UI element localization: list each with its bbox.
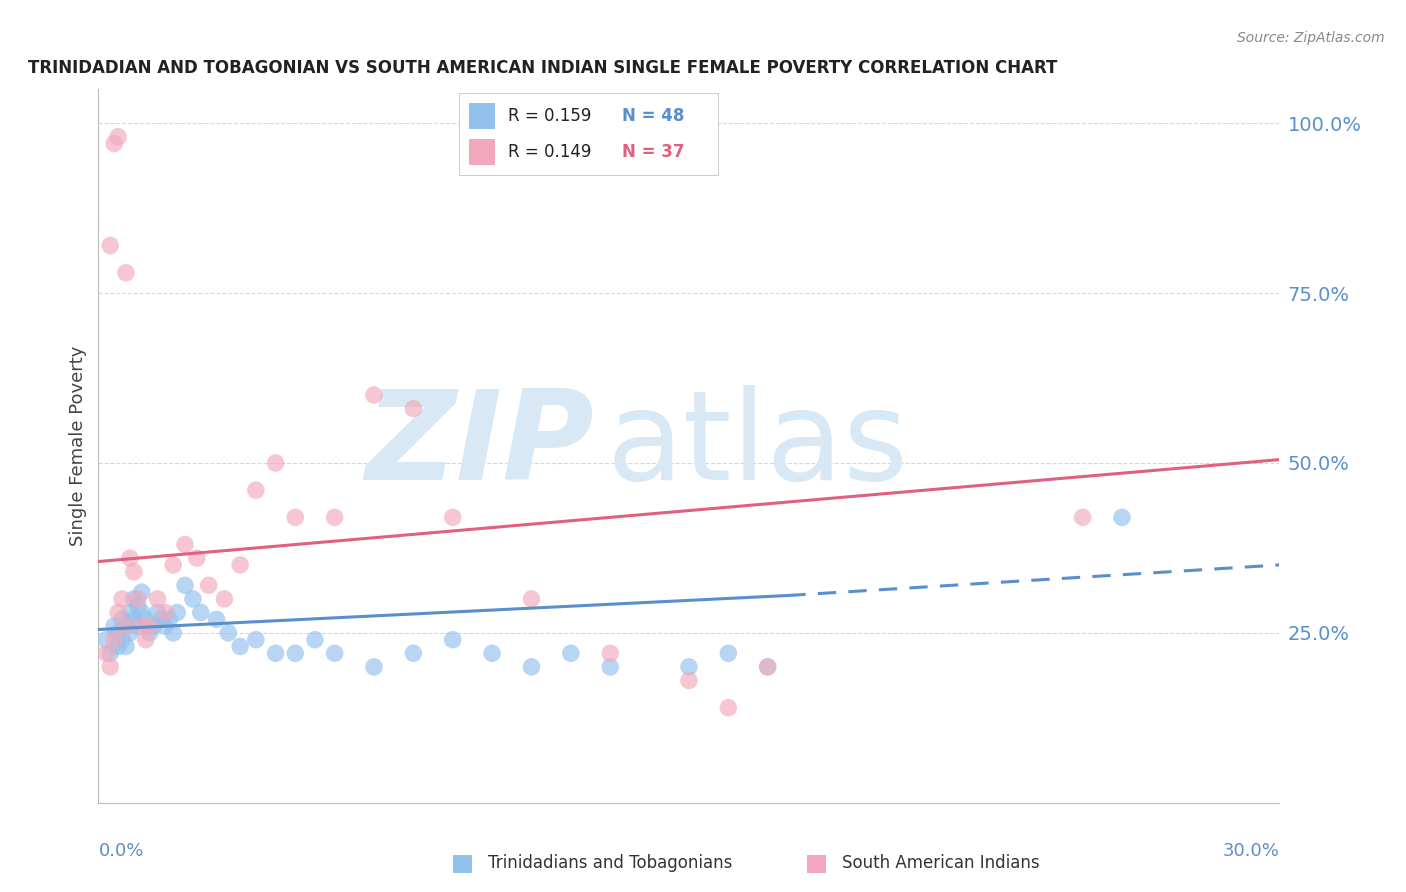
Text: 0.0%: 0.0% <box>98 842 143 860</box>
Point <box>131 606 153 620</box>
Text: ZIP: ZIP <box>366 385 595 507</box>
Point <box>678 673 700 688</box>
Point <box>217 626 239 640</box>
Point <box>363 388 385 402</box>
Point <box>304 632 326 647</box>
Point <box>115 640 138 654</box>
Point <box>146 606 169 620</box>
Point <box>1111 510 1133 524</box>
Point <box>107 626 129 640</box>
Point <box>245 483 267 498</box>
Point <box>115 619 138 633</box>
Point <box>103 619 125 633</box>
Point <box>96 646 118 660</box>
Point <box>111 632 134 647</box>
Point <box>107 129 129 144</box>
Point <box>190 606 212 620</box>
Point <box>157 612 180 626</box>
Point <box>245 632 267 647</box>
Point <box>96 632 118 647</box>
Point <box>127 619 149 633</box>
Point <box>127 599 149 613</box>
Text: TRINIDADIAN AND TOBAGONIAN VS SOUTH AMERICAN INDIAN SINGLE FEMALE POVERTY CORREL: TRINIDADIAN AND TOBAGONIAN VS SOUTH AMER… <box>28 59 1057 77</box>
Point <box>599 660 621 674</box>
Text: South American Indians: South American Indians <box>842 855 1040 872</box>
Text: atlas: atlas <box>606 385 908 507</box>
Point <box>402 401 425 416</box>
Point <box>118 626 141 640</box>
Point <box>103 136 125 151</box>
Point <box>402 646 425 660</box>
Point <box>756 660 779 674</box>
Point <box>229 558 252 572</box>
Point <box>107 640 129 654</box>
Point <box>118 606 141 620</box>
Point <box>131 585 153 599</box>
Point <box>162 558 184 572</box>
Point <box>205 612 228 626</box>
Point <box>98 238 121 252</box>
Point <box>264 646 287 660</box>
Point <box>599 646 621 660</box>
Point <box>138 626 160 640</box>
Point <box>284 646 307 660</box>
Point <box>678 660 700 674</box>
Point <box>98 646 121 660</box>
Point <box>115 266 138 280</box>
Point <box>155 606 177 620</box>
Point <box>186 551 208 566</box>
Point <box>150 612 173 626</box>
Text: 30.0%: 30.0% <box>1223 842 1279 860</box>
Point <box>118 551 141 566</box>
Point <box>441 510 464 524</box>
Text: Source: ZipAtlas.com: Source: ZipAtlas.com <box>1237 31 1385 45</box>
Point <box>560 646 582 660</box>
Point <box>756 660 779 674</box>
Point <box>166 606 188 620</box>
Point <box>197 578 219 592</box>
Point <box>122 565 145 579</box>
Point <box>111 612 134 626</box>
Point <box>174 537 197 551</box>
Point <box>181 591 204 606</box>
Point <box>520 591 543 606</box>
Point <box>323 510 346 524</box>
Point <box>135 632 157 647</box>
Point <box>441 632 464 647</box>
Point <box>162 626 184 640</box>
Point <box>122 612 145 626</box>
Point <box>284 510 307 524</box>
Point <box>520 660 543 674</box>
Point <box>138 619 160 633</box>
Point <box>717 646 740 660</box>
Point <box>717 700 740 714</box>
Point <box>214 591 236 606</box>
Point <box>127 591 149 606</box>
Point <box>135 612 157 626</box>
Y-axis label: Single Female Poverty: Single Female Poverty <box>69 346 87 546</box>
Point <box>264 456 287 470</box>
Point <box>98 660 121 674</box>
Point <box>363 660 385 674</box>
Point <box>131 619 153 633</box>
FancyBboxPatch shape <box>453 855 471 872</box>
Point <box>103 632 125 647</box>
Text: Trinidadians and Tobagonians: Trinidadians and Tobagonians <box>488 855 733 872</box>
Point <box>229 640 252 654</box>
Point <box>481 646 503 660</box>
Point <box>1071 510 1094 524</box>
Point <box>146 591 169 606</box>
Point <box>142 619 165 633</box>
FancyBboxPatch shape <box>807 855 825 872</box>
Point <box>122 591 145 606</box>
Point <box>323 646 346 660</box>
Point <box>107 606 129 620</box>
Point <box>115 619 138 633</box>
Point <box>174 578 197 592</box>
Point <box>111 591 134 606</box>
Point <box>155 619 177 633</box>
